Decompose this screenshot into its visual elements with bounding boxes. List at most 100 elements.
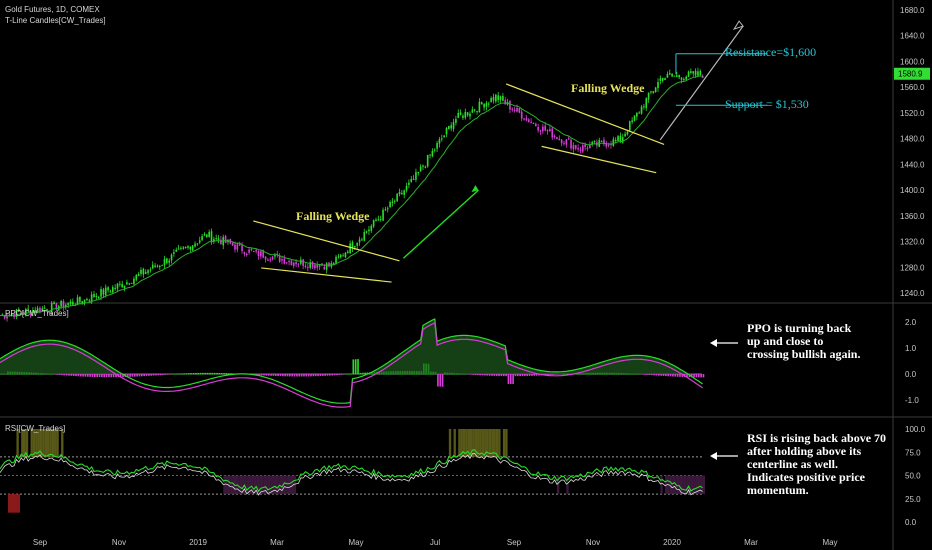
rsi-oversold-band xyxy=(681,475,684,495)
rsi-oversold-band xyxy=(279,475,282,495)
rsi-oversold-band xyxy=(672,475,675,495)
ppo-histogram-bar xyxy=(284,374,286,377)
rsi-overbought-band xyxy=(486,429,489,457)
price-candle xyxy=(539,130,542,132)
price-candle xyxy=(579,149,582,151)
rsi-overbought-band xyxy=(39,429,43,457)
ppo-histogram-bar xyxy=(312,374,315,377)
ppo-histogram-bar xyxy=(155,374,157,376)
ppo-histogram-bar xyxy=(505,374,507,377)
price-candle xyxy=(687,71,690,77)
price-candle xyxy=(151,264,154,269)
rsi-oversold-band xyxy=(700,475,703,495)
ppo-histogram-bar xyxy=(126,374,129,377)
ppo-histogram-bar xyxy=(136,374,138,377)
price-candle xyxy=(617,136,619,141)
price-tick-label: 1600.0 xyxy=(900,57,925,66)
price-candle xyxy=(375,219,377,221)
price-candle xyxy=(393,200,396,202)
price-candle xyxy=(701,76,704,79)
price-candle xyxy=(619,135,622,142)
price-candle xyxy=(445,127,448,135)
ppo-histogram-bar xyxy=(533,374,536,376)
ppo-histogram-bar xyxy=(54,374,56,375)
ppo-histogram-bar xyxy=(263,374,265,376)
price-candle xyxy=(478,101,481,113)
ppo-histogram-bar xyxy=(63,374,66,376)
ppo-histogram-bar xyxy=(524,374,526,377)
ppo-histogram-bar xyxy=(279,374,282,377)
ppo-histogram-bar xyxy=(227,373,230,375)
price-candle xyxy=(495,94,497,102)
price-candle xyxy=(485,103,488,107)
rsi-overbought-band xyxy=(56,429,59,457)
rsi-oversold-band xyxy=(242,475,245,495)
ppo-histogram-bar xyxy=(305,374,308,377)
price-pane xyxy=(0,67,704,322)
ppo-histogram-bar xyxy=(289,374,291,377)
ppo-histogram-bar xyxy=(303,374,305,377)
ppo-histogram-bar xyxy=(72,374,75,376)
resistance-label: Resistance=$1,600 xyxy=(725,45,817,59)
price-candle xyxy=(457,112,460,118)
rsi-oversold-band xyxy=(230,475,233,495)
ppo-histogram-bar xyxy=(350,373,352,375)
price-candle xyxy=(382,209,384,221)
ppo-histogram-bar xyxy=(517,374,519,377)
price-candle xyxy=(518,108,521,113)
price-candle xyxy=(245,253,248,256)
price-candle xyxy=(692,71,695,74)
ppo-histogram-bar xyxy=(347,373,350,375)
ppo-histogram-bar xyxy=(260,374,263,376)
price-candle xyxy=(563,142,565,144)
ppo-histogram-bar xyxy=(648,374,651,376)
price-tick-label: 1640.0 xyxy=(900,32,925,41)
price-candle xyxy=(198,240,201,243)
price-candle xyxy=(126,282,128,285)
rsi-oversold-band xyxy=(260,475,264,495)
price-candle xyxy=(636,112,638,117)
price-candle xyxy=(471,109,474,113)
ppo-histogram-bar xyxy=(568,373,571,375)
rsi-oversold-band xyxy=(289,475,292,495)
price-candle xyxy=(238,244,241,246)
price-candle xyxy=(476,111,478,113)
wedge2-lower-line xyxy=(541,145,657,174)
price-candle xyxy=(572,145,575,150)
ppo-histogram-bar xyxy=(514,374,517,377)
price-candle xyxy=(490,98,492,103)
ppo-histogram-bar xyxy=(77,374,80,377)
price-candle xyxy=(459,112,462,115)
ppo-histogram-bar xyxy=(225,373,228,375)
rsi-overbought-band xyxy=(465,429,468,457)
price-candle xyxy=(499,96,502,100)
ppo-histogram-bar xyxy=(653,374,655,376)
ppo-histogram-bar xyxy=(521,374,524,377)
ppo-histogram-bar xyxy=(366,372,369,375)
ppo-histogram-bar xyxy=(674,374,677,377)
price-candle xyxy=(278,255,281,262)
price-candle xyxy=(403,190,406,195)
price-candle xyxy=(316,264,319,268)
ppo-histogram-bar xyxy=(96,374,98,378)
ppo-histogram-bar xyxy=(223,373,225,375)
ppo-histogram-bar xyxy=(213,372,216,375)
ppo-histogram-bar xyxy=(634,373,637,375)
price-candle xyxy=(626,131,629,135)
price-candle xyxy=(346,251,349,253)
rsi-oversold-band xyxy=(556,475,560,495)
price-candle xyxy=(523,118,525,120)
price-candle xyxy=(647,92,650,100)
price-candle xyxy=(603,139,605,144)
ppo-histogram-bar xyxy=(293,374,296,377)
price-candle xyxy=(690,71,692,73)
ppo-histogram-bar xyxy=(467,374,470,375)
rsi-oversold-band xyxy=(690,475,694,495)
price-candle xyxy=(443,135,445,138)
price-candle xyxy=(88,300,91,302)
ppo-histogram-bar xyxy=(2,374,4,375)
price-candle xyxy=(109,291,112,293)
price-candle xyxy=(379,218,382,220)
rsi-overbought-band xyxy=(472,429,475,457)
ppo-histogram-bar xyxy=(690,374,693,378)
